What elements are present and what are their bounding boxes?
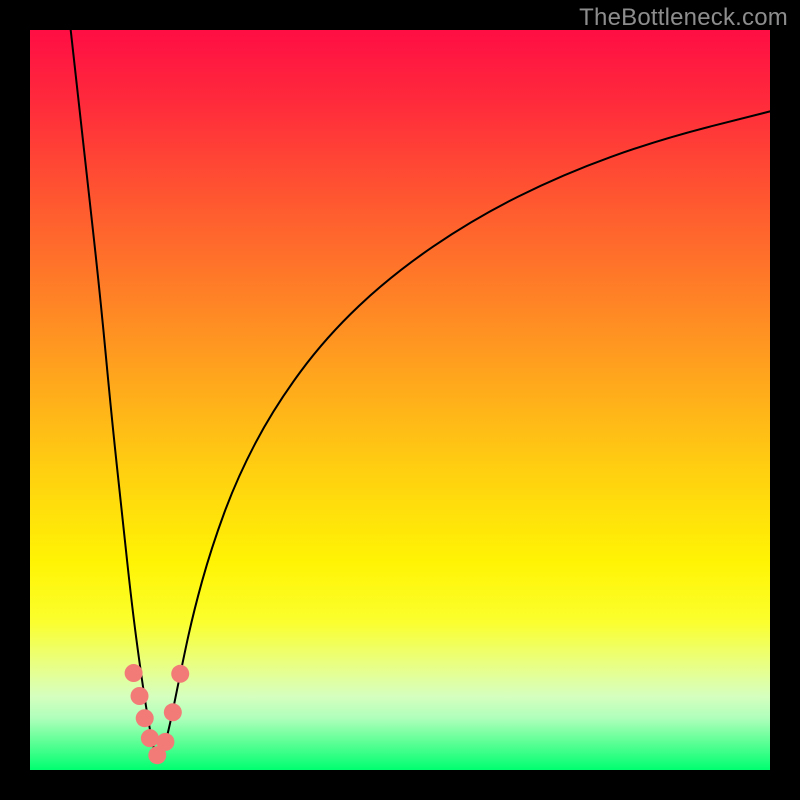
valley-marker xyxy=(131,687,149,705)
valley-marker xyxy=(125,664,143,682)
bottleneck-curve-plot xyxy=(0,0,800,800)
watermark-text: TheBottleneck.com xyxy=(579,4,788,32)
valley-marker xyxy=(141,729,159,747)
valley-marker xyxy=(164,703,182,721)
valley-marker xyxy=(136,709,154,727)
valley-marker xyxy=(171,665,189,683)
chart-stage: TheBottleneck.com xyxy=(0,0,800,800)
valley-marker xyxy=(156,733,174,751)
